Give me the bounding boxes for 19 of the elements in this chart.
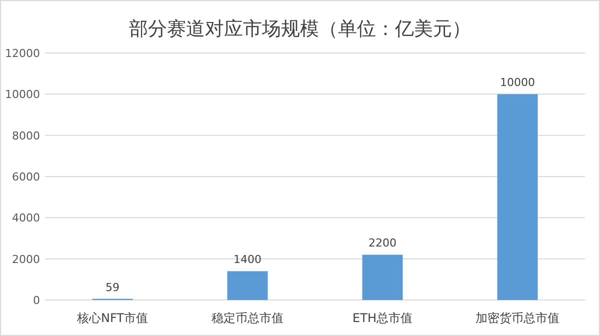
y-tick-label: 10000: [5, 88, 40, 102]
data-label: 10000: [500, 76, 535, 90]
x-tick-label: 核心NFT市值: [76, 311, 148, 325]
y-tick-label: 6000: [12, 170, 40, 184]
x-tick-label: ETH总市值: [352, 311, 412, 325]
chart-title: 部分赛道对应市场规模（单位：亿美元）: [129, 18, 471, 40]
y-tick-label: 4000: [12, 212, 40, 225]
y-tick-label: 0: [33, 294, 40, 307]
x-tick-label: 稳定币总市值: [212, 311, 284, 325]
y-tick-label: 12000: [5, 47, 40, 60]
data-label: 1400: [234, 253, 262, 266]
data-label: 2200: [368, 236, 396, 250]
y-tick-label: 2000: [12, 252, 40, 266]
y-tick-label: 8000: [12, 129, 40, 142]
bar: [362, 254, 403, 300]
data-label: 59: [106, 280, 120, 294]
bar: [227, 271, 268, 300]
x-tick-label: 加密货币总市值: [476, 311, 560, 325]
bar: [497, 94, 538, 300]
